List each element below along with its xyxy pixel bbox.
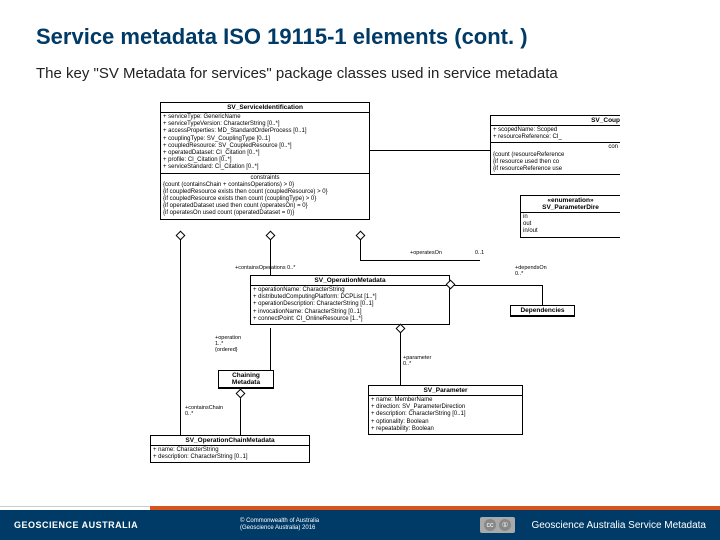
attr: + scopedName: Scoped [493, 127, 618, 134]
attr: + resourceReference: CI_ [493, 134, 618, 141]
connector-line [400, 333, 401, 385]
assoc-label: 0..1 [475, 250, 484, 256]
attr: + operationName: CharacterString [253, 287, 447, 294]
connector-line [180, 240, 181, 435]
attr: + accessProperties: MD_StandardOrderProc… [163, 128, 367, 135]
box-header: SV_OperationChainMetadata [151, 436, 309, 446]
cc-license-badge: cc ① [480, 517, 515, 533]
box-header: SV_ServiceIdentification [161, 103, 369, 113]
attr: + serviceTypeVersion: CharacterString [0… [163, 121, 367, 128]
slide-title: Service metadata ISO 19115-1 elements (c… [36, 24, 684, 50]
box-sv-service-identification: SV_ServiceIdentification + serviceType: … [160, 102, 370, 220]
assoc-label: +dependsOn 0..* [515, 265, 547, 277]
constraint: {if operatesOn used count (operatedDatas… [163, 210, 367, 217]
cc-icon: cc [484, 519, 496, 531]
attr: + description: CharacterString [0..1] [153, 454, 307, 461]
attr: + repeatability: Boolean [371, 426, 520, 433]
box-header: Dependencies [511, 306, 574, 316]
constraint: {if resourceReference use [493, 166, 618, 173]
attr: + operationDescription: CharacterString … [253, 301, 447, 308]
connector-line [270, 328, 271, 370]
enum-item: out [523, 221, 618, 228]
assoc-label: +operatesOn [410, 250, 442, 256]
copyright-line: (Geoscience Australia) 2016 [240, 525, 319, 532]
box-enumeration: «enumeration» SV_ParameterDire in out in… [520, 195, 620, 238]
constraint: {if coupledResource exists then count (c… [163, 196, 367, 203]
attr: + couplingType: SV_CouplingType [0..1] [163, 136, 367, 143]
box-chaining-metadata: Chaining Metadata [218, 370, 274, 389]
connector-line [542, 285, 543, 305]
box-sv-operation-metadata: SV_OperationMetadata + operationName: Ch… [250, 275, 450, 325]
uml-diagram: SV_ServiceIdentification + serviceType: … [120, 110, 720, 485]
diamond-icon [266, 231, 276, 241]
constraint: {if coupledResource exists then count (c… [163, 189, 367, 196]
connector-line [450, 285, 542, 286]
box-header: «enumeration» SV_ParameterDire [521, 196, 620, 213]
box-sv-operation-chain-metadata: SV_OperationChainMetadata + name: Charac… [150, 435, 310, 463]
assoc-label: +containsChain 0..* [185, 405, 223, 417]
connector-line [370, 150, 490, 151]
connector-line [360, 240, 361, 260]
box-header: SV_Parameter [369, 386, 522, 396]
constraint: {count (resourceReference [493, 152, 618, 159]
box-dependencies: Dependencies [510, 305, 575, 317]
diamond-icon [356, 231, 366, 241]
enum-item: in [523, 214, 618, 221]
assoc-label: +parameter 0..* [403, 355, 431, 367]
box-sv-coupled: SV_Coup + scopedName: Scoped + resourceR… [490, 115, 620, 175]
attr: + profile: CI_Citation [0..*] [163, 157, 367, 164]
constraint: {count (containsChain + containsOperatio… [163, 182, 367, 189]
attr: + invocationName: CharacterString [0..1] [253, 309, 447, 316]
attr: + description: CharacterString [0..1] [371, 411, 520, 418]
box-header: Chaining Metadata [219, 371, 273, 388]
attr: + operatedDataset: CI_Citation [0..*] [163, 150, 367, 157]
constraints-header: con [493, 144, 618, 151]
slide-footer: GEOSCIENCE AUSTRALIA cc ① © Commonwealth… [0, 510, 720, 540]
assoc-label: +containsOperations 0..* [235, 265, 295, 271]
box-sv-parameter: SV_Parameter + name: MemberName + direct… [368, 385, 523, 435]
diamond-icon [176, 231, 186, 241]
slide-subtitle: The key "SV Metadata for services" packa… [36, 64, 684, 84]
attr: + distributedComputingPlatform: DCPList … [253, 294, 447, 301]
attr: + coupledResource: SV_CoupledResource [0… [163, 143, 367, 150]
footer-logo: GEOSCIENCE AUSTRALIA [14, 520, 138, 530]
copyright-line: © Commonwealth of Australia [240, 518, 319, 525]
connector-line [240, 393, 241, 435]
attr: + serviceType: GenericName [163, 114, 367, 121]
constraint: {if resource used then co [493, 159, 618, 166]
attr: + serviceStandard: CI_Citation [0..*] [163, 164, 367, 171]
constraints-header: constraints [163, 175, 367, 182]
diamond-icon [396, 324, 406, 334]
attr: + name: MemberName [371, 397, 520, 404]
connector-line [360, 260, 480, 261]
attr: + optionality: Boolean [371, 419, 520, 426]
diamond-icon [236, 389, 246, 399]
connector-line [150, 435, 180, 436]
attr: + connectPoint: CI_OnlineResource [1..*] [253, 316, 447, 323]
assoc-label: +operation 1..* {ordered} [215, 335, 241, 353]
constraint: {if operatedDataset used then count (ope… [163, 203, 367, 210]
cc-by-icon: ① [499, 519, 511, 531]
box-header: SV_OperationMetadata [251, 276, 449, 286]
box-header: SV_Coup [491, 116, 620, 126]
attr: + direction: SV_ParameterDirection [371, 404, 520, 411]
attr: + name: CharacterString [153, 447, 307, 454]
enum-item: in/out [523, 228, 618, 235]
footer-right-text: Geoscience Australia Service Metadata [531, 520, 706, 531]
copyright-text: © Commonwealth of Australia (Geoscience … [240, 518, 319, 531]
